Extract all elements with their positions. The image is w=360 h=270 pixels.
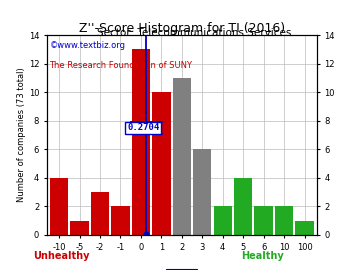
Bar (295, 221, 314, 235)
Bar (193, 149, 211, 235)
Bar (111, 206, 130, 235)
Text: Sector: Telecommunications Services: Sector: Telecommunications Services (97, 28, 292, 38)
Y-axis label: Number of companies (73 total): Number of companies (73 total) (17, 68, 26, 202)
Bar (50, 178, 68, 235)
Title: Z''-Score Histogram for TI (2016): Z''-Score Histogram for TI (2016) (79, 22, 285, 35)
Bar (172, 78, 191, 235)
Bar (91, 192, 109, 235)
Bar (213, 206, 232, 235)
Text: 0.2704: 0.2704 (127, 123, 159, 132)
Bar (234, 178, 252, 235)
Bar (255, 206, 273, 235)
Bar (132, 49, 150, 235)
Bar (275, 206, 293, 235)
Bar (70, 221, 89, 235)
Text: Healthy: Healthy (242, 251, 284, 261)
Bar (152, 92, 171, 235)
Text: The Research Foundation of SUNY: The Research Foundation of SUNY (50, 61, 193, 70)
Text: Unhealthy: Unhealthy (33, 251, 89, 261)
Text: ©www.textbiz.org: ©www.textbiz.org (50, 41, 126, 50)
